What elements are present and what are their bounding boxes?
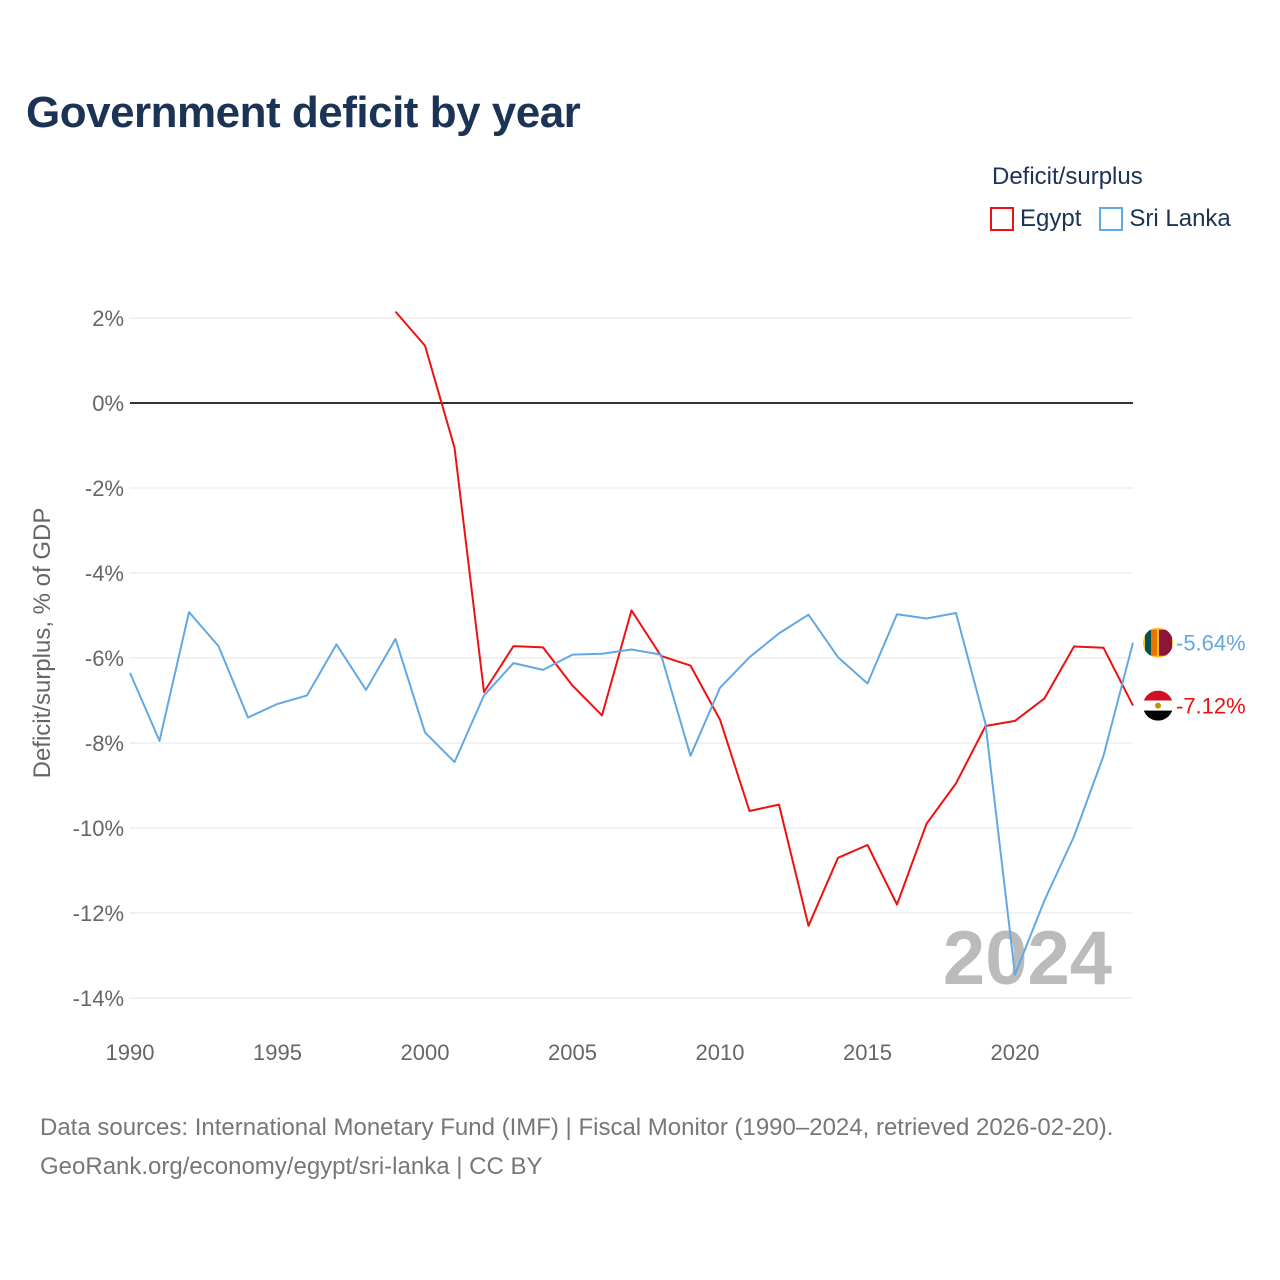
legend-swatch-egypt xyxy=(990,207,1014,231)
y-tick-label: -14% xyxy=(73,986,124,1011)
legend: Egypt Sri Lanka xyxy=(990,205,1249,233)
series-line-egypt xyxy=(394,310,1134,927)
series-line-sri-lanka xyxy=(129,611,1134,976)
legend-item-egypt[interactable]: Egypt xyxy=(990,205,1081,233)
x-tick-label: 2015 xyxy=(843,1040,892,1065)
source-link[interactable]: GeoRank.org/economy/egypt/sri-lanka | CC… xyxy=(40,1153,543,1180)
x-tick-label: 1995 xyxy=(253,1040,302,1065)
y-tick-label: 2% xyxy=(92,306,124,331)
footer: Data sources: International Monetary Fun… xyxy=(40,1108,1113,1186)
legend-item-sri-lanka[interactable]: Sri Lanka xyxy=(1099,205,1231,233)
y-tick-label: 0% xyxy=(92,391,124,416)
x-tick-label: 2000 xyxy=(401,1040,450,1065)
legend-label-egypt: Egypt xyxy=(1020,205,1082,232)
x-tick-label: 2010 xyxy=(696,1040,745,1065)
y-tick-label: -12% xyxy=(73,901,124,926)
legend-label-sri-lanka: Sri Lanka xyxy=(1129,205,1231,232)
y-tick-label: -2% xyxy=(85,476,124,501)
line-chart: Deficit/surplus, % of GDP 2024 2% 0% -2% -4… xyxy=(29,306,1246,1065)
y-tick-label: -8% xyxy=(85,731,124,756)
x-tick-label: 2005 xyxy=(548,1040,597,1065)
x-tick-label: 1990 xyxy=(106,1040,155,1065)
sri-lanka-flag-icon xyxy=(1143,627,1173,658)
chart-title: Government deficit by year xyxy=(26,88,581,137)
year-watermark: 2024 xyxy=(943,916,1112,1001)
x-tick-label: 2020 xyxy=(991,1040,1040,1065)
y-tick-label: -4% xyxy=(85,561,124,586)
data-sources-note: Data sources: International Monetary Fun… xyxy=(40,1114,1114,1141)
y-tick-label: -10% xyxy=(73,816,124,841)
y-tick-label: -6% xyxy=(85,646,124,671)
legend-swatch-sri-lanka xyxy=(1099,207,1124,231)
egypt-flag-icon xyxy=(1143,690,1173,721)
end-value-label-sri-lanka: -5.64% xyxy=(1176,631,1246,656)
end-value-label-egypt: -7.12% xyxy=(1176,694,1246,719)
legend-title: Deficit/surplus xyxy=(992,163,1143,190)
y-axis-label: Deficit/surplus, % of GDP xyxy=(29,508,56,779)
